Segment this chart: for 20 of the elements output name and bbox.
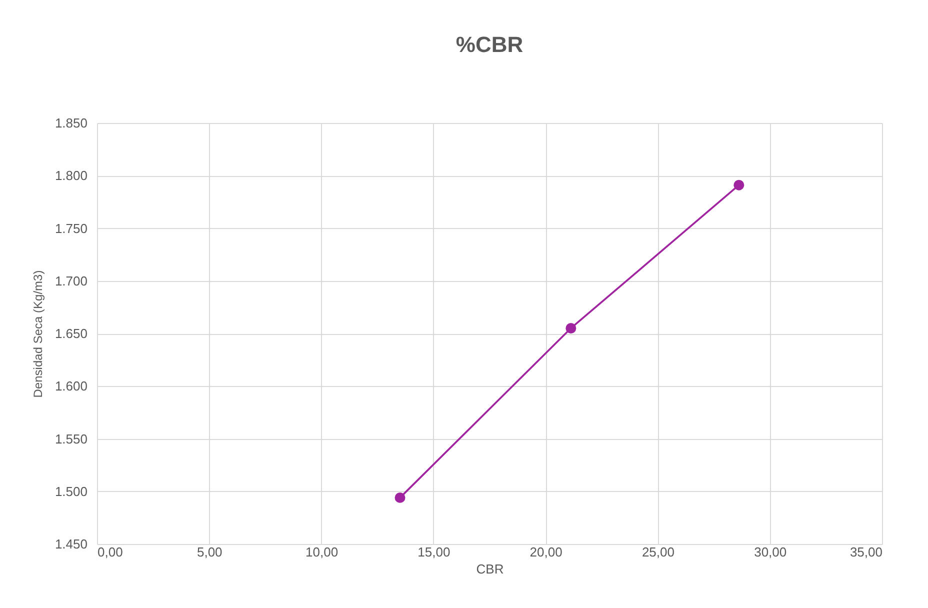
y-tick-label: 1.700 [54,273,88,288]
y-tick-label: 1.450 [54,536,88,552]
chart-title: %CBR [456,32,524,57]
x-tick-label: 35,00 [850,544,882,560]
y-tick-label: 1.650 [54,326,88,341]
x-tick-label: 10,00 [306,544,338,560]
x-axis-title: CBR [476,562,504,576]
y-tick-label: 1.550 [54,431,88,446]
y-tick-label: 1.750 [54,220,88,236]
y-axis-title: Densidad Seca (Kg/m3) [30,270,45,398]
y-tick-label: 1.800 [54,168,88,184]
x-tick-label: 30,00 [754,544,787,560]
y-tick-label: 1.850 [54,116,88,130]
x-tick-label: 25,00 [642,544,674,560]
x-tick-label: 5,00 [196,544,222,560]
x-tick-label: 0,00 [98,544,123,560]
x-tick-label: 15,00 [418,544,450,560]
y-tick-label: 1.500 [54,484,88,499]
y-tick-label: 1.600 [54,378,88,394]
x-tick-label: 20,00 [530,544,562,560]
